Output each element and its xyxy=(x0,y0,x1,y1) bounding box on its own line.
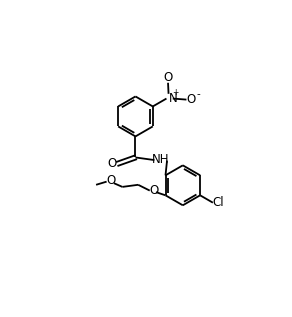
Text: +: + xyxy=(172,88,179,97)
Text: N: N xyxy=(168,92,177,105)
Text: O: O xyxy=(187,93,196,106)
Text: O: O xyxy=(107,157,117,170)
Text: -: - xyxy=(196,89,200,99)
Text: O: O xyxy=(106,174,115,187)
Text: O: O xyxy=(164,71,173,84)
Text: Cl: Cl xyxy=(212,196,224,209)
Text: O: O xyxy=(149,184,159,197)
Text: NH: NH xyxy=(152,152,169,165)
